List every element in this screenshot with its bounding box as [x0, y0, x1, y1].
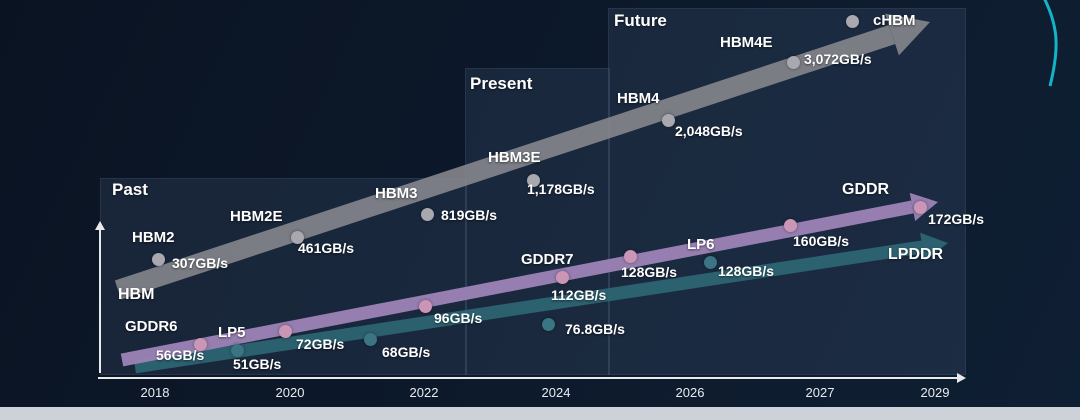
y-axis — [99, 230, 101, 373]
point-value-128gb-s: 128GB/s — [621, 264, 678, 280]
point-name-hbm3e: HBM3E — [488, 149, 541, 166]
data-point-gddr-72gb-s — [279, 325, 292, 338]
x-axis — [98, 377, 958, 379]
point-name-hbm4: HBM4 — [617, 90, 660, 107]
data-point-hbm-hbm3 — [421, 208, 434, 221]
data-point-hbm-hbm2 — [152, 253, 165, 266]
panel-label-present: Present — [470, 74, 533, 93]
point-name-hbm2e: HBM2E — [230, 208, 283, 225]
series-label-gddr: GDDR — [842, 181, 890, 198]
data-point-lpddr-68gb-s — [364, 333, 377, 346]
point-value-hbm2e: 461GB/s — [298, 240, 355, 256]
point-value-68gb-s: 68GB/s — [382, 344, 431, 360]
point-value-hbm4e: 3,072GB/s — [804, 51, 872, 67]
point-name-hbm3: HBM3 — [375, 185, 418, 202]
data-point-lpddr-lp6 — [704, 256, 717, 269]
teal-accent-curve — [1043, 0, 1058, 87]
data-point-gddr-gddr7 — [556, 271, 569, 284]
data-point-lpddr-76.8gb-s — [542, 318, 555, 331]
point-value-172gb-s: 172GB/s — [928, 211, 985, 227]
panel-label-future: Future — [614, 11, 667, 30]
point-value-lp6: 128GB/s — [718, 263, 775, 279]
data-point-hbm-hbm4 — [662, 114, 675, 127]
data-point-hbm-chbm — [846, 15, 859, 28]
point-value-hbm3e: 1,178GB/s — [527, 181, 595, 197]
data-point-gddr-96gb-s — [419, 300, 432, 313]
data-point-hbm-hbm3e — [527, 174, 540, 187]
point-value-gddr7: 112GB/s — [551, 287, 607, 303]
point-value-76.8gb-s: 76.8GB/s — [565, 321, 625, 337]
data-point-gddr-172gb-s — [914, 201, 927, 214]
point-value-gddr6: 56GB/s — [156, 347, 205, 363]
point-value-hbm3: 819GB/s — [441, 207, 498, 223]
data-point-gddr-128gb-s — [624, 250, 637, 263]
point-name-gddr6: GDDR6 — [125, 318, 178, 335]
panel-label-past: Past — [112, 180, 148, 199]
point-name-chbm: cHBM — [873, 12, 916, 29]
x-tick-2029: 2029 — [920, 385, 950, 400]
point-value-72gb-s: 72GB/s — [296, 336, 345, 352]
data-point-hbm-hbm4e — [787, 56, 800, 69]
data-point-lpddr-lp5 — [231, 344, 244, 357]
bottom-strip — [0, 407, 1080, 420]
data-point-gddr-gddr6 — [194, 338, 207, 351]
x-tick-2027: 2027 — [805, 385, 835, 400]
data-point-hbm-hbm2e — [291, 231, 304, 244]
point-name-hbm4e: HBM4E — [720, 34, 773, 51]
y-axis-arrowhead-icon — [95, 221, 105, 230]
series-label-lpddr: LPDDR — [888, 246, 944, 263]
point-value-160gb-s: 160GB/s — [793, 233, 850, 249]
x-axis-arrowhead-icon — [957, 373, 966, 383]
point-value-lp5: 51GB/s — [233, 356, 282, 372]
x-tick-2018: 2018 — [140, 385, 170, 400]
point-value-96gb-s: 96GB/s — [434, 310, 483, 326]
point-name-lp6: LP6 — [687, 236, 715, 253]
x-tick-2020: 2020 — [275, 385, 305, 400]
point-value-hbm4: 2,048GB/s — [675, 123, 743, 139]
series-label-hbm: HBM — [118, 286, 155, 303]
x-tick-2022: 2022 — [409, 385, 439, 400]
point-name-hbm2: HBM2 — [132, 229, 175, 246]
point-value-hbm2: 307GB/s — [172, 255, 229, 271]
point-name-gddr7: GDDR7 — [521, 251, 574, 268]
x-tick-2026: 2026 — [675, 385, 705, 400]
data-point-gddr-160gb-s — [784, 219, 797, 232]
x-tick-2024: 2024 — [541, 385, 571, 400]
point-name-lp5: LP5 — [218, 324, 246, 341]
